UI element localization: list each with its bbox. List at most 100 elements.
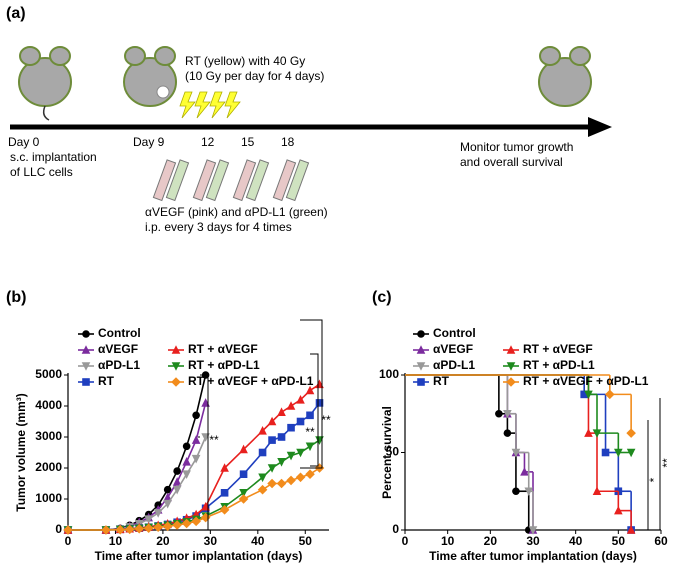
marker <box>182 442 191 451</box>
drug-note: i.p. every 3 days for 4 times <box>145 220 292 234</box>
marker <box>296 395 305 404</box>
marker <box>626 525 636 534</box>
day0-note: of LLC cells <box>10 165 73 179</box>
y-tick-label: 100 <box>379 367 399 381</box>
x-tick-label: 40 <box>569 534 583 548</box>
marker <box>191 516 201 527</box>
legend-marker <box>171 377 181 387</box>
panel-label: (c) <box>372 289 392 306</box>
legend-marker <box>417 378 425 386</box>
marker <box>172 520 182 530</box>
significance-bracket <box>198 374 209 530</box>
marker <box>220 463 229 472</box>
marker <box>584 390 593 400</box>
lightning-icons <box>179 91 241 119</box>
marker <box>592 486 602 496</box>
y-tick-label: 1000 <box>35 491 62 505</box>
marker <box>172 485 182 495</box>
drug-note: αVEGF (pink) and αPD-L1 (green) <box>145 205 328 219</box>
marker <box>503 409 512 419</box>
panel-label: (b) <box>6 289 26 306</box>
marker <box>267 464 277 473</box>
marker <box>219 505 230 515</box>
legend-marker <box>82 378 90 386</box>
marker <box>584 428 593 437</box>
y-tick-label: 0 <box>55 522 62 536</box>
marker <box>626 448 636 458</box>
day-label: Day 9 <box>133 135 165 149</box>
marker <box>286 475 296 486</box>
marker <box>182 470 191 479</box>
marker <box>287 423 295 432</box>
marker <box>239 489 248 498</box>
marker <box>520 467 529 476</box>
y-tick-label: 5000 <box>35 367 62 381</box>
x-tick-label: 20 <box>156 534 170 548</box>
y-tick-label: 2000 <box>35 460 62 474</box>
marker <box>115 524 125 535</box>
marker <box>277 433 286 441</box>
legend-label: αPD-L1 <box>98 358 140 372</box>
mouse-icon <box>123 46 177 107</box>
marker <box>258 473 267 483</box>
marker <box>258 426 267 435</box>
legend-marker <box>81 362 91 371</box>
marker <box>220 489 229 497</box>
marker <box>306 411 314 420</box>
y-axis-title: Tumor volume (mm³) <box>14 393 28 511</box>
marker <box>528 526 538 535</box>
legend-marker <box>506 362 516 371</box>
legend-label: RT + αVEGF + αPD-L1 <box>523 374 649 388</box>
significance-label: ** <box>209 433 219 447</box>
marker <box>315 436 324 445</box>
x-tick-label: 30 <box>204 534 218 548</box>
y-tick-label: 4000 <box>35 398 62 412</box>
marker <box>163 485 172 494</box>
day-label: 18 <box>281 135 295 149</box>
legend-label: αVEGF <box>433 342 473 356</box>
marker <box>626 428 636 438</box>
significance-bracket <box>310 353 319 467</box>
marker <box>134 523 144 534</box>
significance-label: * <box>647 477 661 482</box>
legend-label: RT + αVEGF + αPD-L1 <box>188 374 314 388</box>
legend-marker <box>506 377 516 387</box>
marker <box>124 524 135 535</box>
marker <box>181 518 192 529</box>
marker <box>601 448 610 457</box>
marker <box>143 523 154 533</box>
mouse-icon <box>538 46 592 107</box>
marker <box>286 401 296 410</box>
marker <box>172 477 182 486</box>
monitor-note: Monitor tumor growth <box>460 140 573 154</box>
marker <box>153 522 163 533</box>
legend-marker <box>171 345 181 354</box>
legend-label: Control <box>98 326 141 340</box>
x-tick-label: 20 <box>484 534 498 548</box>
panel-label: (a) <box>6 5 26 22</box>
marker <box>192 411 200 420</box>
legend-marker <box>417 330 425 338</box>
marker <box>524 487 534 497</box>
y-tick-label: 3000 <box>35 429 62 443</box>
x-tick-label: 0 <box>402 534 409 548</box>
significance-label: ** <box>321 413 331 427</box>
marker <box>258 448 267 457</box>
y-axis-title: Percent survival <box>380 406 394 499</box>
x-tick-label: 40 <box>251 534 265 548</box>
marker <box>257 484 268 495</box>
legend-label: RT + αPD-L1 <box>188 358 260 372</box>
marker <box>276 478 287 489</box>
marker <box>495 409 503 418</box>
legend-marker <box>416 345 426 354</box>
legend-marker <box>416 362 426 371</box>
day0-note: s.c. implantation <box>10 150 97 164</box>
legend-label: RT + αVEGF <box>188 342 258 356</box>
day-label: 15 <box>241 135 255 149</box>
marker <box>295 472 306 483</box>
marker <box>305 469 315 479</box>
marker <box>153 509 163 518</box>
x-tick-label: 60 <box>654 534 668 548</box>
marker <box>144 515 153 524</box>
